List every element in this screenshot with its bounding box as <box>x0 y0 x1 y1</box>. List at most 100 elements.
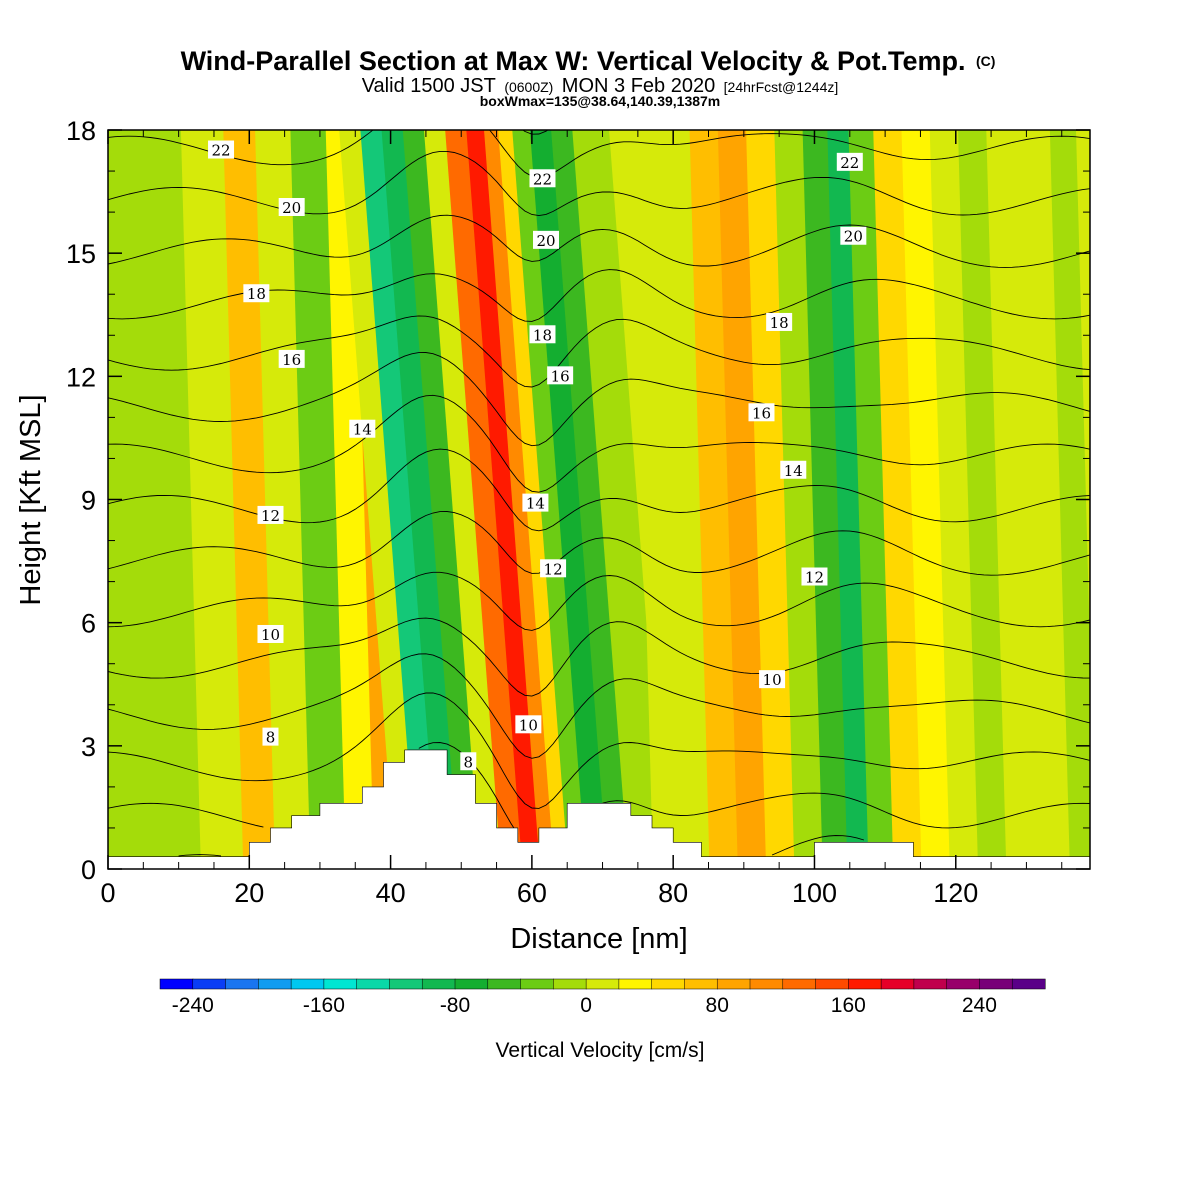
isentrope-line <box>108 692 1090 809</box>
y-tick-label: 3 <box>81 732 96 762</box>
isentrope-line <box>108 653 1090 759</box>
contour-label-text: 22 <box>533 170 552 188</box>
contour-label-box <box>836 152 863 171</box>
y-axis-label: Height [Kft MSL] <box>15 394 47 605</box>
contour-label: 16 <box>547 366 574 385</box>
contour-label: 22 <box>208 140 235 160</box>
colorbar-tick-label: 240 <box>962 994 997 1017</box>
colorbar-tick-label: 80 <box>706 994 729 1017</box>
contour-label: 12 <box>540 559 567 578</box>
contour-label-box <box>759 670 786 689</box>
contour-label-box <box>766 312 793 331</box>
contour-label-text: 14 <box>784 462 803 480</box>
x-tick-label: 100 <box>792 878 837 908</box>
contour-label-text: 18 <box>533 326 552 344</box>
contour-label-text: 8 <box>464 753 474 771</box>
x-axis-label: Distance [nm] <box>510 923 687 955</box>
x-tick-label: 80 <box>658 878 688 908</box>
subtitle-utc: (0600Z) <box>504 79 553 95</box>
contour-labels: 22 20 18 16 14 12 10 8 8 22 20 18 16 14 12 10 22 20 18 16 14… <box>208 140 867 771</box>
contour-label-box <box>529 325 556 344</box>
colorbar-swatch <box>389 978 423 990</box>
contour-label-text: 22 <box>211 142 230 160</box>
y-tick-label: 0 <box>81 855 96 885</box>
terrain <box>108 749 1090 869</box>
isentrope-line <box>108 617 1090 697</box>
contour-label-text: 10 <box>763 671 782 689</box>
colorbar-swatch <box>454 978 489 990</box>
contour-label-text: 12 <box>805 569 824 587</box>
contour-label-text: 20 <box>536 232 555 250</box>
contour-label: 14 <box>349 419 376 439</box>
colorbar-swatch <box>356 978 391 990</box>
colorbar-swatch <box>585 978 620 990</box>
colorbar-swatch <box>225 978 259 990</box>
contour-label: 18 <box>529 325 556 344</box>
colorbar-swatch <box>520 978 554 990</box>
subtitle-date: MON 3 Feb 2020 <box>562 75 715 97</box>
colorbar-tick-label: -80 <box>440 994 470 1017</box>
colorbar-label: Vertical Velocity [cm/s] <box>496 1039 705 1062</box>
contour-label-box <box>460 752 477 771</box>
contour-label-box <box>257 505 284 524</box>
contour-label: 16 <box>278 349 305 369</box>
colorbar-swatch <box>487 978 522 990</box>
colorbar-swatch <box>684 978 718 990</box>
colorbar-swatch <box>848 978 882 990</box>
contour-label-box <box>748 403 775 422</box>
colorbar-swatch <box>258 978 292 990</box>
x-tick-label: 60 <box>517 878 547 908</box>
colorbar-swatch <box>290 978 325 990</box>
contour-label-text: 20 <box>844 228 863 246</box>
contour-label-box <box>278 198 305 217</box>
contour-label: 12 <box>257 505 284 525</box>
velocity-column <box>1049 130 1090 869</box>
contour-label: 18 <box>243 284 270 303</box>
colorbar-swatch <box>192 978 227 990</box>
contour-label-box <box>533 230 560 249</box>
contour-label: 10 <box>759 670 786 689</box>
contour-label: 12 <box>801 567 828 587</box>
contour-label-box <box>515 715 542 734</box>
x-axis: 0 20 40 60 80 100 120 <box>100 130 1063 908</box>
contour-label-text: 16 <box>282 351 301 369</box>
y-tick-label: 6 <box>81 609 96 639</box>
isentrope-line <box>108 214 1090 268</box>
contour-label-box <box>780 460 807 479</box>
contour-label-box <box>262 727 279 746</box>
colorbar-swatch <box>421 978 456 990</box>
x-tick-label: 40 <box>376 878 406 908</box>
contour-label: 10 <box>257 624 284 644</box>
contour-label-box <box>257 624 284 643</box>
contour-label-box <box>529 169 556 188</box>
isentrope-line <box>178 835 865 857</box>
colorbar: -240 -160 -80 0 80 160 240 <box>159 978 1046 1017</box>
contour-label-box <box>349 419 376 438</box>
x-tick-label: 0 <box>100 878 115 908</box>
y-tick-label: 9 <box>81 486 96 516</box>
contour-label: 22 <box>836 152 863 172</box>
subtitle-forecast: [24hrFcst@1244z] <box>724 79 839 95</box>
isentrope-line <box>108 394 1090 493</box>
subtitle-boxwmax: boxWmax=135@38.64,140.39,1387m <box>480 93 721 109</box>
contour-label-box <box>522 493 549 512</box>
colorbar-swatch <box>159 978 194 990</box>
isentrope-line <box>108 269 1090 322</box>
colorbar-tick-label: -240 <box>172 994 214 1017</box>
title-main: Wind-Parallel Section at Max W: Vertical… <box>181 46 966 76</box>
contour-label-text: 10 <box>519 716 538 734</box>
contour-label: 10 <box>515 715 542 734</box>
contour-label-text: 12 <box>544 560 563 578</box>
contour-label-text: 18 <box>247 285 266 303</box>
chart-subtitle: Valid 1500 JST (0600Z) MON 3 Feb 2020 [2… <box>362 75 839 97</box>
x-tick-label: 120 <box>933 878 978 908</box>
contour-label-text: 10 <box>261 626 280 644</box>
contour-label: 18 <box>766 312 793 332</box>
x-tick-label: 20 <box>234 878 264 908</box>
subtitle-valid: Valid 1500 JST <box>362 75 496 97</box>
velocity-column <box>572 130 666 869</box>
chart-title: Wind-Parallel Section at Max W: Vertical… <box>181 46 996 76</box>
contour-label-text: 12 <box>261 507 280 525</box>
y-tick-label: 12 <box>66 362 96 392</box>
y-axis: 0 3 6 9 12 15 18 <box>66 116 1090 885</box>
